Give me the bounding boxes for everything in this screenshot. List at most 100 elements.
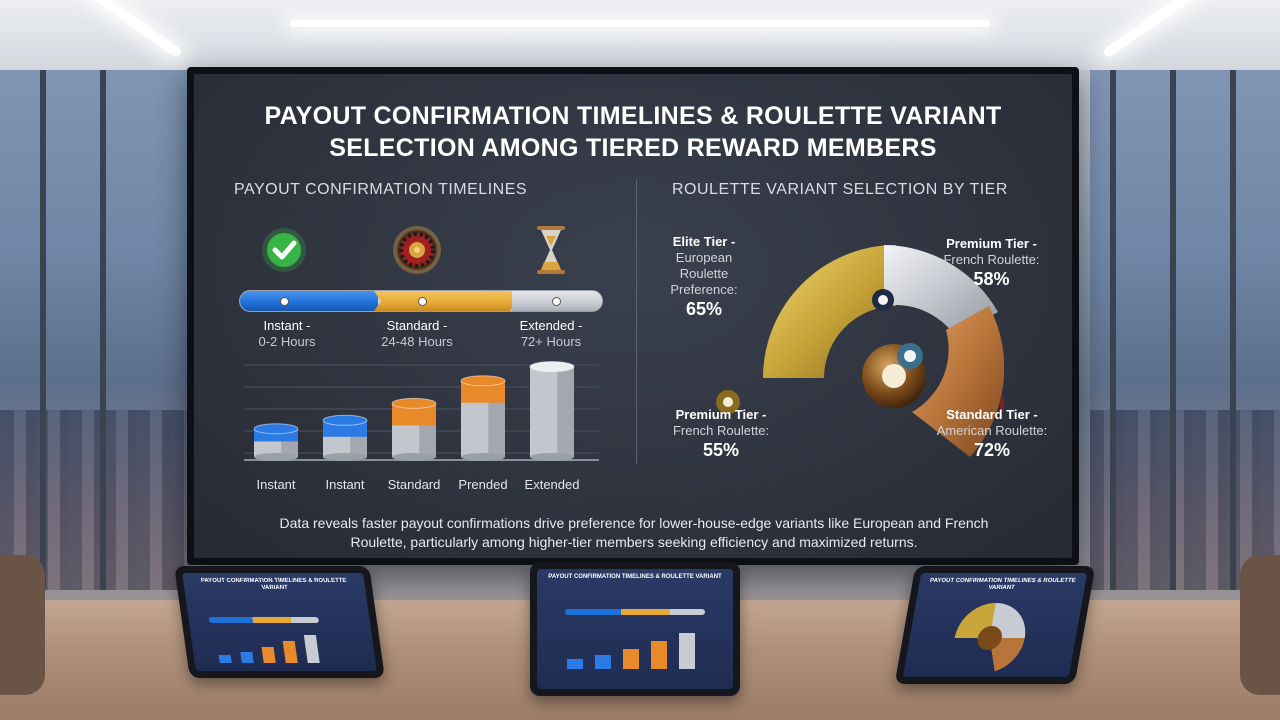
display-monitor: PAYOUT CONFIRMATION TIMELINES & ROULETTE… xyxy=(187,67,1079,565)
tier-percentage: 58% xyxy=(973,269,1010,289)
window-panel xyxy=(1090,70,1280,590)
bar-top xyxy=(322,414,368,426)
roulette-variant-arc-chart xyxy=(716,245,1004,457)
window-frame xyxy=(1170,70,1176,590)
bar-color-band xyxy=(392,403,436,426)
summary-text: Data reveals faster payout confirmations… xyxy=(234,514,1034,552)
bar-1 xyxy=(322,414,368,461)
tablet-mini-chart xyxy=(216,633,340,663)
silver-ball-highlight xyxy=(904,350,916,362)
tier-percentage: 72% xyxy=(973,440,1011,460)
monitor-screen: PAYOUT CONFIRMATION TIMELINES & ROULETTE… xyxy=(194,74,1072,558)
checkmark-icon xyxy=(261,227,307,273)
tablet-timeline-bar xyxy=(565,609,705,615)
bar-2 xyxy=(391,397,437,461)
title-line-2: SELECTION AMONG TIERED REWARD MEMBERS xyxy=(329,134,937,162)
timeline-segment-standard xyxy=(373,291,519,311)
tablet-title: PAYOUT CONFIRMATION TIMELINES & ROULETTE… xyxy=(929,578,1077,591)
variant-name: European Roulette xyxy=(675,250,733,281)
stage-name: Standard - xyxy=(386,318,448,333)
elite-tier-segment xyxy=(763,245,896,378)
bar-category-label: Standard xyxy=(387,477,441,492)
tablet-screen: PAYOUT CONFIRMATION TIMELINES & ROULETTE… xyxy=(537,569,733,689)
title-line-1: PAYOUT CONFIRMATION TIMELINES & ROULETTE… xyxy=(264,102,1002,130)
timeline-marker xyxy=(552,297,561,306)
page-title: PAYOUT CONFIRMATION TIMELINES & ROULETTE… xyxy=(194,100,1072,164)
marker-ball xyxy=(1000,395,1004,413)
bar-top xyxy=(391,397,437,409)
stage-range: 0-2 Hours xyxy=(258,334,316,349)
timeline-label-instant: Instant - 0-2 Hours xyxy=(232,318,342,350)
tier-percentage: 55% xyxy=(702,440,740,460)
standard-tier-segment xyxy=(912,306,1004,457)
summary-line-1: Data reveals faster payout confirmations… xyxy=(279,515,989,531)
bar-bottom xyxy=(530,453,574,461)
tablet-bar xyxy=(282,641,298,663)
roulette-ball-highlight xyxy=(882,364,906,388)
chair xyxy=(1240,555,1280,695)
stage-name: Instant - xyxy=(263,318,311,333)
stage-range: 72+ Hours xyxy=(520,334,582,349)
tier-label-standard: Standard Tier - American Roulette: 72% xyxy=(932,407,1052,461)
bar-category-label: Prended xyxy=(458,477,508,492)
bar-bottom xyxy=(254,453,298,461)
bar-top xyxy=(529,361,575,373)
tablet-screen: PAYOUT CONFIRMATION TIMELINES & ROULETTE… xyxy=(902,573,1088,677)
window-frame xyxy=(40,70,46,590)
payout-timeline-bar xyxy=(239,290,603,312)
bar-category-label: Instant xyxy=(256,477,296,492)
bar-0 xyxy=(253,423,299,461)
tablet-timeline-bar xyxy=(208,617,320,623)
tablet-title: PAYOUT CONFIRMATION TIMELINES & ROULETTE… xyxy=(548,574,722,580)
tablet-bar xyxy=(218,655,232,663)
timeline-label-standard: Standard - 24-48 Hours xyxy=(362,318,472,350)
roulette-wheel-icon xyxy=(392,225,442,275)
tablet-screen: PAYOUT CONFIRMATION TIMELINES & ROULETTE… xyxy=(182,573,377,671)
ceiling xyxy=(0,0,1280,70)
bar-category-label: Instant xyxy=(325,477,365,492)
hourglass-icon xyxy=(534,224,568,276)
window-frame xyxy=(1110,70,1116,590)
bar-color-band xyxy=(461,380,505,403)
marker-ball-highlight xyxy=(723,397,733,407)
tier-label-premium-bottom: Premium Tier - French Roulette: 55% xyxy=(666,407,776,461)
timeline-marker xyxy=(418,297,427,306)
ceiling-light-center xyxy=(290,20,990,27)
bar-4 xyxy=(529,361,575,461)
tablet-bar xyxy=(651,641,667,669)
bar-category-label: Extended xyxy=(524,477,580,492)
variant-name: American Roulette: xyxy=(936,423,1048,438)
variant-extra: Preference: xyxy=(670,282,738,297)
tablet-bar xyxy=(679,633,695,669)
window-frame xyxy=(100,70,106,590)
summary-line-2: Roulette, particularly among higher-tier… xyxy=(350,534,918,550)
timeline-section-title: PAYOUT CONFIRMATION TIMELINES xyxy=(234,181,528,198)
bar-top xyxy=(460,375,506,387)
tier-percentage: 65% xyxy=(685,299,723,319)
bar-bottom xyxy=(323,453,367,461)
tier-name: Standard Tier - xyxy=(946,407,1038,422)
tier-name: Premium Tier - xyxy=(946,236,1037,251)
window-frame xyxy=(1230,70,1236,590)
section-divider xyxy=(636,179,637,464)
window-panel xyxy=(0,70,190,590)
payout-bar-chart xyxy=(244,361,599,461)
tier-name: Elite Tier - xyxy=(672,234,736,249)
tablet-bar xyxy=(303,635,320,663)
tablet-right: PAYOUT CONFIRMATION TIMELINES & ROULETTE… xyxy=(894,566,1096,684)
tablet-bar xyxy=(595,655,611,669)
tablet-bar xyxy=(623,649,639,669)
variant-name: French Roulette: xyxy=(672,423,770,438)
variant-name: French Roulette: xyxy=(943,252,1040,267)
tier-label-elite: Elite Tier - European Roulette Preferenc… xyxy=(659,234,749,320)
bar-bottom xyxy=(392,453,436,461)
tier-label-premium-top: Premium Tier - French Roulette: 58% xyxy=(939,236,1044,290)
tablet-center: PAYOUT CONFIRMATION TIMELINES & ROULETTE… xyxy=(530,562,740,696)
roulette-section-title: ROULETTE VARIANT SELECTION BY TIER xyxy=(672,181,1008,198)
bar-3 xyxy=(460,375,506,461)
stage-name: Extended - xyxy=(519,318,583,333)
tablet-bar xyxy=(261,647,276,663)
chair xyxy=(0,555,45,695)
tablet-title: PAYOUT CONFIRMATION TIMELINES & ROULETTE… xyxy=(200,578,347,591)
stage-range: 24-48 Hours xyxy=(381,334,453,349)
